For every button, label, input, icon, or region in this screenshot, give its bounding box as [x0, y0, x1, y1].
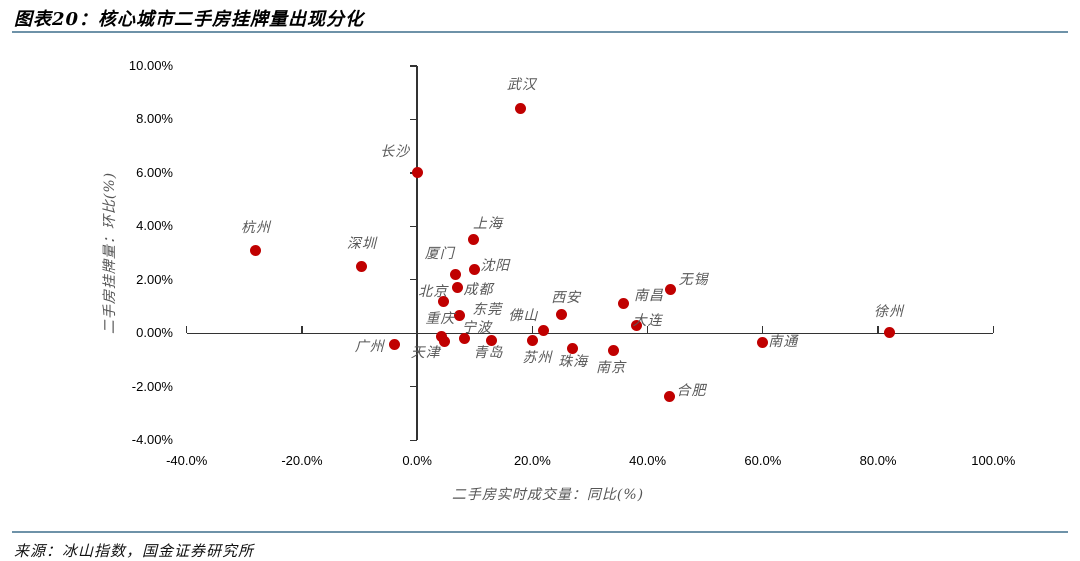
- city-label-成都: 成都: [463, 282, 494, 299]
- city-label-宁波: 宁波: [461, 320, 492, 337]
- data-point-沈阳: [468, 263, 480, 275]
- city-label-厦门: 厦门: [424, 246, 455, 263]
- data-point-杭州: [250, 244, 262, 256]
- y-tick-label: 8.00%: [136, 111, 173, 127]
- data-point-深圳: [356, 261, 368, 273]
- y-tick: [410, 65, 418, 67]
- footer-divider: [12, 531, 1068, 533]
- x-tick-label: 100.0%: [971, 453, 1016, 468]
- data-point-宁波: [459, 333, 471, 345]
- data-point-合肥: [664, 390, 675, 402]
- city-label-杭州: 杭州: [240, 219, 271, 236]
- x-tick: [186, 326, 188, 334]
- y-tick: [410, 118, 418, 121]
- city-label-长沙: 长沙: [380, 144, 411, 161]
- x-tick-label: -20.0%: [281, 453, 323, 468]
- data-point-天津: [439, 335, 451, 347]
- y-tick: [410, 225, 418, 227]
- city-label-深圳: 深圳: [346, 236, 377, 253]
- data-point-佛山: [537, 325, 549, 337]
- city-label-南京: 南京: [596, 360, 627, 377]
- city-label-南昌: 南昌: [633, 288, 664, 305]
- x-tick: [762, 326, 764, 334]
- data-point-西安: [555, 309, 567, 321]
- x-tick-label: 80.0%: [859, 453, 897, 468]
- city-label-武汉: 武汉: [506, 77, 537, 94]
- data-point-武汉: [515, 103, 527, 115]
- city-label-上海: 上海: [473, 216, 504, 233]
- city-label-沈阳: 沈阳: [480, 257, 511, 274]
- x-tick: [531, 326, 533, 334]
- data-point-广州: [389, 338, 401, 350]
- data-point-南通: [756, 337, 768, 349]
- y-tick-label: 0.00%: [136, 325, 173, 341]
- city-label-天津: 天津: [410, 344, 441, 361]
- city-label-北京: 北京: [418, 283, 449, 300]
- data-point-苏州: [526, 334, 538, 346]
- y-tick: [410, 279, 418, 281]
- data-point-长沙: [411, 167, 423, 179]
- x-tick-label: 60.0%: [744, 453, 782, 468]
- data-point-青岛: [485, 334, 497, 346]
- x-tick: [992, 326, 994, 334]
- city-label-重庆: 重庆: [425, 310, 456, 327]
- y-tick: [410, 386, 418, 388]
- y-axis-title: 二手房挂牌量：环比(%): [102, 171, 118, 335]
- data-point-东莞: [453, 310, 465, 322]
- x-tick: [416, 326, 418, 334]
- x-tick-label: -40.0%: [166, 453, 208, 468]
- data-point-厦门: [450, 269, 462, 281]
- y-tick: [410, 439, 418, 441]
- y-tick-label: 4.00%: [136, 218, 173, 234]
- x-tick: [301, 326, 303, 334]
- x-tick-label: 20.0%: [513, 453, 551, 468]
- x-tick: [647, 326, 649, 334]
- x-tick: [877, 326, 879, 334]
- source-note: 来源：冰山指数，国金证券研究所: [14, 542, 255, 560]
- y-axis-line: [416, 66, 418, 441]
- city-label-合肥: 合肥: [676, 382, 707, 399]
- y-tick-label: -4.00%: [131, 432, 173, 448]
- data-point-徐州: [883, 326, 895, 338]
- city-label-珠海: 珠海: [558, 353, 589, 370]
- data-point-南昌: [618, 298, 630, 310]
- title-divider: [12, 31, 1068, 33]
- data-point-北京: [437, 295, 449, 307]
- y-tick-label: 10.00%: [128, 58, 173, 73]
- city-label-广州: 广州: [354, 338, 385, 355]
- data-point-无锡: [665, 283, 677, 295]
- city-label-南通: 南通: [768, 334, 799, 351]
- y-tick: [410, 332, 418, 334]
- figure-title: 图表20：核心城市二手房挂牌量出现分化: [14, 9, 365, 30]
- data-point-上海: [467, 234, 479, 246]
- data-point-成都: [451, 282, 463, 294]
- x-tick-label: 0.0%: [402, 453, 432, 468]
- city-label-佛山: 佛山: [508, 308, 539, 325]
- city-label-大连: 大连: [632, 312, 663, 329]
- y-tick-label: 6.00%: [136, 164, 173, 180]
- city-label-无锡: 无锡: [678, 271, 709, 288]
- city-label-苏州: 苏州: [522, 349, 553, 366]
- city-label-西安: 西安: [551, 290, 582, 307]
- data-point-珠海: [566, 342, 578, 354]
- x-axis-title: 二手房实时成交量：同比(%): [451, 487, 645, 503]
- city-label-青岛: 青岛: [473, 344, 504, 361]
- y-tick-label: 2.00%: [136, 271, 173, 287]
- x-tick-label: 40.0%: [629, 453, 667, 468]
- data-point-南京: [607, 345, 619, 357]
- city-label-徐州: 徐州: [874, 303, 905, 320]
- x-axis-line: [186, 332, 994, 335]
- y-tick-label: -2.00%: [131, 378, 173, 394]
- city-label-东莞: 东莞: [472, 302, 503, 319]
- data-point-大连: [631, 319, 643, 331]
